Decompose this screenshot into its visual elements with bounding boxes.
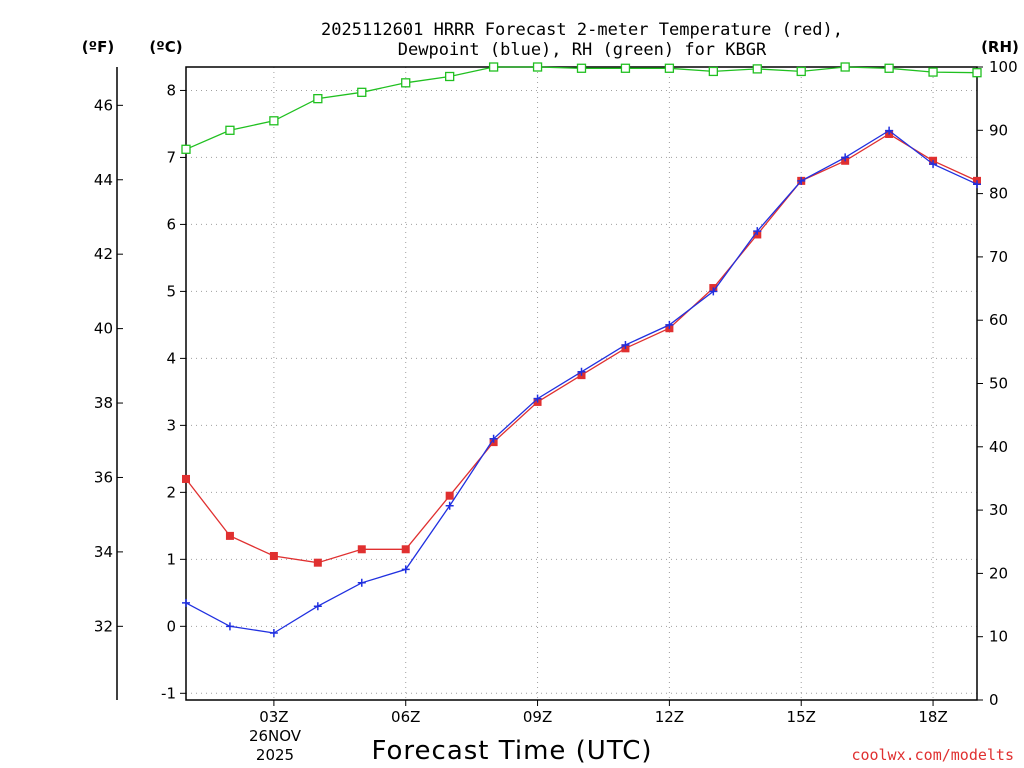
fahrenheit-tick-label: 34 [94, 543, 113, 561]
celsius-tick-label: 1 [166, 550, 176, 568]
temperature-point [182, 474, 190, 483]
temperature-point [445, 491, 454, 500]
rh-point [840, 62, 850, 72]
rh-point [357, 87, 367, 97]
rh-point [313, 94, 323, 104]
celsius-tick-label: 8 [166, 81, 176, 99]
dewpoint-point [533, 394, 542, 403]
date-year-label: 2025 [256, 746, 294, 764]
x-tick-label: 09Z [523, 708, 552, 726]
dewpoint-point [357, 578, 366, 587]
fahrenheit-tick-label: 32 [94, 617, 113, 635]
rh-point [532, 62, 543, 72]
rh-tick-label: 80 [989, 185, 1008, 203]
dewpoint-point [709, 287, 718, 296]
rh-point [884, 63, 894, 73]
rh-point [928, 67, 938, 77]
series-line-dewpoint [185, 129, 978, 634]
celsius-tick-label: -1 [161, 684, 176, 702]
date-day-label: 26NOV [249, 727, 302, 745]
fahrenheit-tick-label: 38 [94, 394, 113, 412]
dewpoint-point [885, 126, 894, 135]
chart-title-line1: 2025112601 HRRR Forecast 2-meter Tempera… [321, 20, 843, 40]
rh-unit-label: (RH) [981, 38, 1019, 56]
rh-tick-label: 30 [989, 501, 1008, 519]
rh-point [796, 66, 806, 77]
fahrenheit-tick-label: 40 [94, 320, 113, 338]
fahrenheit-tick-label: 42 [94, 245, 113, 263]
rh-point [445, 71, 455, 82]
dewpoint-point [313, 602, 322, 611]
credit-text: coolwx.com/modelts [851, 746, 1014, 764]
dewpoint-point [182, 598, 190, 607]
temperature-point [357, 545, 366, 554]
x-tick-label: 12Z [655, 708, 684, 726]
dewpoint-point [225, 622, 234, 631]
rh-tick-label: 70 [989, 248, 1008, 266]
rh-tick-label: 50 [989, 375, 1008, 393]
series-line-rh [185, 66, 978, 150]
rh-point [620, 63, 631, 73]
fahrenheit-tick-label: 46 [94, 96, 113, 114]
x-tick-label: 18Z [918, 708, 947, 726]
rh-tick-label: 60 [989, 311, 1008, 329]
grid [186, 67, 977, 700]
temperature-point [269, 551, 278, 560]
celsius-tick-label: 2 [166, 483, 176, 501]
temperature-point [225, 531, 234, 540]
dewpoint-point [621, 340, 630, 349]
rh-point [972, 68, 982, 78]
celsius-unit-label: (ºC) [149, 38, 182, 56]
celsius-tick-label: 4 [166, 349, 176, 367]
dewpoint-point [577, 367, 586, 376]
dewpoint-point [973, 180, 981, 189]
rh-point [488, 62, 499, 72]
rh-tick-label: 40 [989, 438, 1008, 456]
dewpoint-point [665, 320, 674, 329]
axes: -101234567832343638404244460102030405060… [94, 58, 1018, 726]
dewpoint-point [269, 629, 278, 638]
rh-point [181, 144, 191, 154]
celsius-tick-label: 3 [166, 416, 176, 434]
rh-point [269, 116, 279, 126]
rh-point [664, 63, 675, 73]
celsius-tick-label: 0 [166, 617, 176, 635]
celsius-tick-label: 7 [166, 148, 176, 166]
fahrenheit-tick-label: 36 [94, 468, 113, 486]
dewpoint-point [797, 176, 806, 185]
x-axis-label: Forecast Time (UTC) [371, 736, 652, 766]
rh-point [576, 63, 587, 73]
temperature-point [313, 558, 322, 567]
temperature-point [401, 545, 410, 554]
rh-tick-label: 100 [989, 58, 1018, 76]
dewpoint-point [445, 501, 454, 510]
celsius-tick-label: 5 [166, 282, 176, 300]
rh-tick-label: 20 [989, 564, 1008, 582]
rh-point [225, 125, 235, 135]
dewpoint-point [489, 434, 498, 443]
dewpoint-point [753, 227, 762, 236]
rh-point [401, 78, 411, 88]
dewpoint-point [929, 160, 938, 169]
x-tick-label: 03Z [259, 708, 288, 726]
fahrenheit-tick-label: 44 [94, 171, 113, 189]
chart-title-line2: Dewpoint (blue), RH (green) for KBGR [398, 40, 767, 60]
dewpoint-point [401, 565, 410, 574]
plot-frame [185, 66, 978, 701]
rh-point [708, 66, 718, 77]
rh-tick-label: 10 [989, 628, 1008, 646]
fahrenheit-unit-label: (ºF) [82, 38, 114, 56]
x-tick-label: 06Z [391, 708, 420, 726]
dewpoint-point [841, 153, 850, 162]
rh-point [752, 64, 762, 74]
series [181, 62, 982, 638]
rh-tick-label: 90 [989, 121, 1008, 139]
rh-tick-label: 0 [989, 691, 999, 709]
x-tick-label: 15Z [787, 708, 816, 726]
series-line-temperature [185, 133, 978, 564]
celsius-tick-label: 6 [166, 215, 176, 233]
